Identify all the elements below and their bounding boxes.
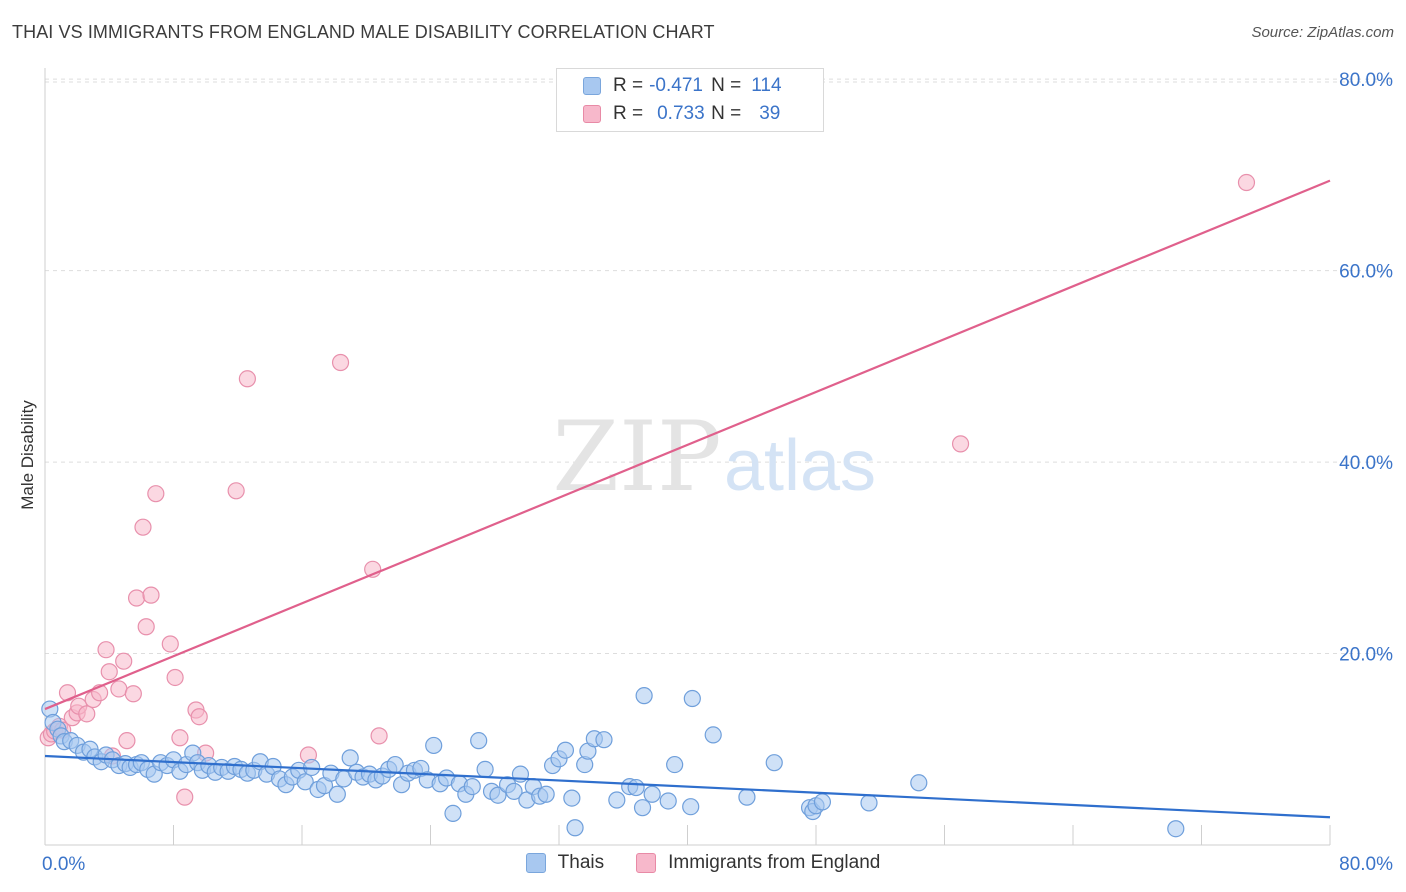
data-point-thai <box>328 785 346 803</box>
data-point-england <box>115 652 133 670</box>
data-point-england <box>118 732 136 750</box>
data-point-england <box>127 589 146 607</box>
legend-n-label: N = <box>711 75 742 96</box>
legend-r-value: -0.471 <box>649 75 703 96</box>
data-point-thai <box>738 788 756 806</box>
watermark-zip: ZIP <box>552 401 721 513</box>
data-point-thai <box>296 773 314 791</box>
data-point-thai <box>1167 820 1185 838</box>
data-point-england <box>110 680 128 698</box>
data-point-england <box>137 618 155 636</box>
x-tick-label: 80.0% <box>1339 854 1393 875</box>
legend-row-thais: R = -0.471 N = 114 <box>583 73 795 99</box>
legend-label-england: Immigrants from England <box>668 852 881 873</box>
data-point-thai <box>627 778 645 797</box>
chart-title: THAI VS IMMIGRANTS FROM ENGLAND MALE DIS… <box>12 22 715 42</box>
data-point-england <box>1237 173 1256 192</box>
trend-lines <box>44 179 1331 819</box>
legend-n-value: 39 <box>759 103 781 124</box>
data-point-england <box>171 729 189 747</box>
data-point-thai <box>425 736 443 755</box>
data-point-england <box>238 370 256 388</box>
correlation-legend: R = -0.471 N = 114 R = 0.733 N = 39 <box>556 68 824 132</box>
data-point-thai <box>765 754 783 772</box>
data-point-england <box>331 353 350 372</box>
data-point-thai <box>595 731 613 749</box>
data-point-england <box>97 641 115 659</box>
data-point-england <box>190 708 208 726</box>
legend-r-label: R = <box>613 103 644 124</box>
data-point-england <box>161 635 179 653</box>
data-point-thai <box>704 726 722 744</box>
data-point-thai <box>860 794 878 812</box>
data-point-thai <box>682 798 700 816</box>
data-point-thai <box>635 687 653 705</box>
data-point-thai <box>537 785 555 803</box>
data-point-england <box>227 482 245 500</box>
data-point-england <box>166 668 184 687</box>
trend-line-england <box>44 179 1331 711</box>
data-point-thai <box>556 741 575 759</box>
data-point-england <box>370 727 388 745</box>
data-point-england <box>78 705 96 723</box>
data-point-thai <box>683 689 701 708</box>
legend-label-thais: Thais <box>557 852 605 873</box>
grid-lines <box>45 78 1392 655</box>
data-point-thai <box>813 793 832 811</box>
data-point-england <box>124 685 142 703</box>
data-point-england <box>142 586 160 604</box>
legend-swatch-england <box>636 853 657 873</box>
y-tick-label: 40.0% <box>1339 453 1393 474</box>
legend-n-value: 114 <box>751 75 782 96</box>
data-point-thai <box>910 774 928 792</box>
source-label: Source: ZipAtlas.com <box>1251 24 1394 41</box>
watermark-atlas: atlas <box>724 426 876 506</box>
y-tick-label: 80.0% <box>1339 70 1393 91</box>
y-tick-label: 60.0% <box>1339 262 1393 283</box>
legend-r-label: R = <box>613 75 644 96</box>
series-thai-points <box>41 687 1185 838</box>
data-point-england <box>147 485 165 503</box>
data-point-thai <box>659 792 677 810</box>
data-point-england <box>951 435 970 453</box>
data-point-england <box>134 518 152 536</box>
data-point-thai <box>463 778 481 796</box>
legend-swatch-thais <box>583 77 601 95</box>
legend-item-thais[interactable]: Thais <box>525 852 605 874</box>
data-point-thai <box>666 755 684 774</box>
data-point-thai <box>563 789 581 807</box>
data-point-england <box>176 788 194 806</box>
data-point-england <box>100 663 118 681</box>
data-point-thai <box>608 791 626 809</box>
data-point-thai <box>444 804 462 823</box>
data-point-thai <box>633 799 652 817</box>
legend-swatch-england <box>583 105 601 123</box>
data-point-thai <box>489 786 507 804</box>
y-tick-label: 20.0% <box>1339 645 1393 666</box>
data-point-thai <box>566 819 584 837</box>
watermark: ZIP atlas <box>552 401 876 513</box>
legend-swatch-thais <box>525 853 546 873</box>
legend-item-england[interactable]: Immigrants from England <box>636 852 880 874</box>
data-point-thai <box>505 782 523 800</box>
trend-line-thai <box>44 754 1331 819</box>
series-legend: Thais Immigrants from England <box>0 852 1406 874</box>
data-point-thai <box>476 760 494 778</box>
x-tick-label: 0.0% <box>42 854 85 875</box>
data-point-thai <box>470 732 488 750</box>
legend-r-value: 0.733 <box>657 103 705 124</box>
legend-row-england: R = 0.733 N = 39 <box>583 101 795 127</box>
tick-labels: 20.0% 40.0% 60.0% 80.0% 0.0% 80.0% <box>42 70 1393 875</box>
legend-n-label: N = <box>711 103 742 124</box>
data-point-thai <box>643 785 661 803</box>
data-point-thai <box>341 749 359 767</box>
